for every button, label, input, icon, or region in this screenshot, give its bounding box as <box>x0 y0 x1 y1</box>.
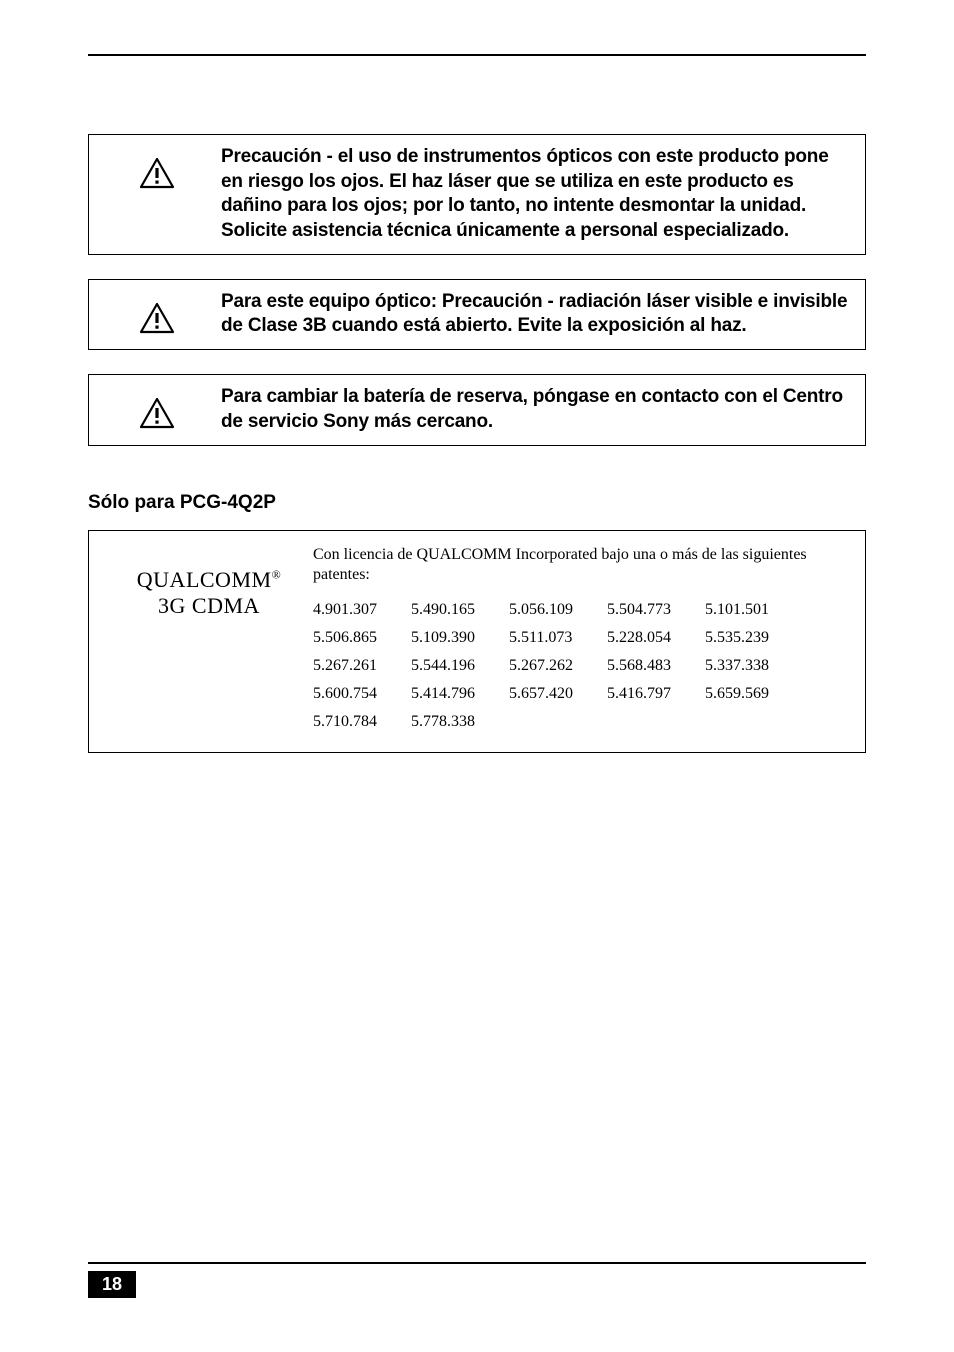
patent-cell: 5.600.754 <box>313 680 411 708</box>
patent-cell: 5.568.483 <box>607 652 705 680</box>
warning-icon <box>139 157 175 189</box>
patent-cell <box>607 708 705 736</box>
section-heading: Sólo para PCG-4Q2P <box>88 492 866 514</box>
patent-cell: 5.511.073 <box>509 624 607 652</box>
warning-text-3: Para cambiar la batería de reserva, póng… <box>221 385 851 434</box>
table-row: 5.600.754 5.414.796 5.657.420 5.416.797 … <box>313 680 803 708</box>
patent-intro: Con licencia de QUALCOMM Incorporated ba… <box>313 545 849 587</box>
patent-table: 4.901.307 5.490.165 5.056.109 5.504.773 … <box>313 596 803 736</box>
patent-cell: 5.710.784 <box>313 708 411 736</box>
patent-cell: 5.056.109 <box>509 596 607 624</box>
patent-cell: 5.414.796 <box>411 680 509 708</box>
registered-mark: ® <box>272 567 282 581</box>
table-row: 4.901.307 5.490.165 5.056.109 5.504.773 … <box>313 596 803 624</box>
table-row: 5.267.261 5.544.196 5.267.262 5.568.483 … <box>313 652 803 680</box>
patent-cell: 4.901.307 <box>313 596 411 624</box>
patent-cell: 5.657.420 <box>509 680 607 708</box>
patent-body: Con licencia de QUALCOMM Incorporated ba… <box>313 545 849 737</box>
warning-icon-cell <box>93 145 221 244</box>
bottom-rule <box>88 1262 866 1264</box>
patent-cell <box>705 708 803 736</box>
warning-text-2: Para este equipo óptico: Precaución - ra… <box>221 290 851 339</box>
page-container: Precaución - el uso de instrumentos ópti… <box>0 0 954 1352</box>
top-rule <box>88 54 866 56</box>
patent-cell: 5.228.054 <box>607 624 705 652</box>
table-row: 5.710.784 5.778.338 <box>313 708 803 736</box>
patent-cell: 5.504.773 <box>607 596 705 624</box>
patent-cell: 5.778.338 <box>411 708 509 736</box>
warning-icon-cell <box>93 385 221 434</box>
patent-cell: 5.659.569 <box>705 680 803 708</box>
warning-icon <box>139 302 175 334</box>
warning-icon-cell <box>93 290 221 339</box>
patent-cell: 5.506.865 <box>313 624 411 652</box>
warning-box-2: Para este equipo óptico: Precaución - ra… <box>88 279 866 350</box>
warning-box-1: Precaución - el uso de instrumentos ópti… <box>88 134 866 255</box>
table-row: 5.506.865 5.109.390 5.511.073 5.228.054 … <box>313 624 803 652</box>
warning-icon <box>139 397 175 429</box>
warning-box-3: Para cambiar la batería de reserva, póng… <box>88 374 866 445</box>
patent-cell: 5.535.239 <box>705 624 803 652</box>
patent-cell: 5.337.338 <box>705 652 803 680</box>
patent-logo-line2: 3G CDMA <box>158 593 260 619</box>
patent-logo: QUALCOMM® 3G CDMA <box>105 545 313 737</box>
patent-box: QUALCOMM® 3G CDMA Con licencia de QUALCO… <box>88 530 866 754</box>
warning-text-1: Precaución - el uso de instrumentos ópti… <box>221 145 851 244</box>
patent-cell <box>509 708 607 736</box>
patent-logo-line1: QUALCOMM® <box>137 567 281 593</box>
patent-cell: 5.267.262 <box>509 652 607 680</box>
qualcomm-text: QUALCOMM <box>137 567 272 592</box>
page-number: 18 <box>88 1271 136 1298</box>
patent-cell: 5.490.165 <box>411 596 509 624</box>
patent-cell: 5.267.261 <box>313 652 411 680</box>
patent-cell: 5.544.196 <box>411 652 509 680</box>
patent-cell: 5.416.797 <box>607 680 705 708</box>
patent-cell: 5.109.390 <box>411 624 509 652</box>
patent-cell: 5.101.501 <box>705 596 803 624</box>
